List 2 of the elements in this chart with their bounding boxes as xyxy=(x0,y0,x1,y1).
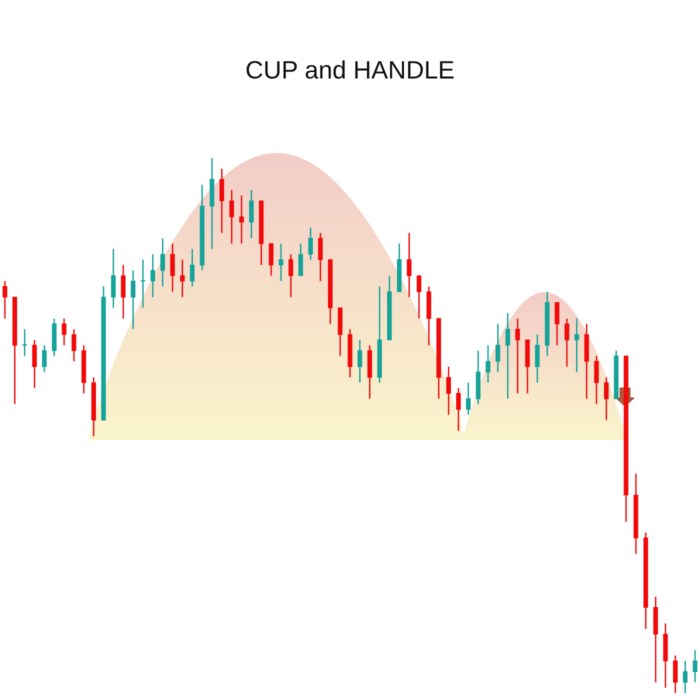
candlestick xyxy=(140,258,146,308)
chart-title: CUP and HANDLE xyxy=(246,60,454,79)
